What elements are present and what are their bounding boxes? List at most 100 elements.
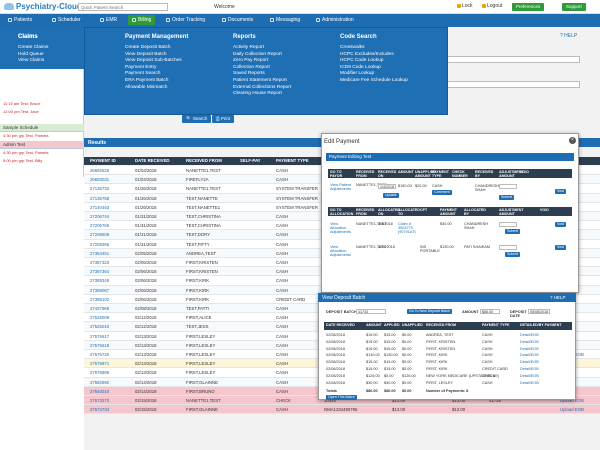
column-header[interactable]: APPLIED: [384, 323, 400, 327]
column-header[interactable]: PAYMENT TYPE: [482, 323, 510, 327]
menu-item[interactable]: Hold Queue: [18, 51, 44, 57]
menu-item[interactable]: HCPC Code Lookup: [340, 58, 384, 64]
col-payment-id[interactable]: PAYMENT ID: [90, 158, 116, 163]
menu-item[interactable]: External Collections Report: [233, 84, 292, 90]
nav-patients[interactable]: Patients: [8, 17, 32, 23]
menu-item[interactable]: Patient Statement Report: [233, 77, 287, 83]
upload-eob-link[interactable]: Upload EOB: [560, 398, 584, 403]
column-header[interactable]: DATE RECEIVED: [326, 323, 355, 327]
detail-link[interactable]: Detail/EOB: [520, 367, 539, 371]
payment-id[interactable]: 27576886: [90, 370, 110, 376]
column-header[interactable]: RECEIVED FROM: [426, 323, 456, 327]
menu-item[interactable]: View Deposit Sub-Batches: [125, 58, 182, 64]
detail-link[interactable]: Detail/EOB: [520, 373, 539, 378]
nav-documents[interactable]: Documents: [222, 17, 253, 23]
deposit-date-input[interactable]: 05/08/2018: [528, 309, 550, 314]
help-link[interactable]: ? HELP: [560, 33, 578, 39]
allocated-to[interactable]: Claim # 3903775 (90791AT): [398, 222, 416, 234]
preferences-button[interactable]: Preferences: [512, 3, 545, 11]
menu-item[interactable]: Create Deposit Batch: [125, 45, 171, 50]
payment-id[interactable]: 27135732: [90, 186, 110, 192]
menu-item[interactable]: ERA Payment Batch: [125, 77, 169, 83]
received-on-input[interactable]: 1/4/2018: [378, 184, 396, 189]
menu-item[interactable]: Payment Search: [125, 71, 161, 77]
payment-id[interactable]: 27437968: [90, 306, 110, 311]
payment-id[interactable]: 27673270: [90, 398, 110, 403]
print-button[interactable]: ⎙ Print: [212, 115, 235, 123]
payment-id[interactable]: 27389102: [90, 296, 110, 302]
menu-item[interactable]: Collection Report: [233, 64, 270, 70]
col-payment-type[interactable]: PAYMENT TYPE: [276, 158, 309, 163]
support-button[interactable]: Support: [562, 3, 586, 11]
menu-item[interactable]: Medicare Fee Schedule Lookup: [340, 77, 408, 83]
appointment-item[interactable]: 12:00 pm Test, Jace: [3, 109, 39, 114]
column-header[interactable]: DETAILED/BY PAYMENT: [520, 323, 562, 327]
payment-id[interactable]: 27576720: [90, 352, 110, 357]
nav-emr[interactable]: EMR: [100, 17, 117, 23]
payment-id[interactable]: 27208605: [90, 232, 110, 238]
logout-button[interactable]: Logout: [482, 3, 502, 9]
nav-billing[interactable]: Billing: [128, 15, 156, 25]
view-allocation-adjustments-link[interactable]: View Allocation Adjustments: [330, 245, 351, 257]
quick-patient-search-input[interactable]: [78, 3, 168, 11]
col-received-from[interactable]: RECEIVED FROM: [186, 158, 222, 163]
col-self-pay[interactable]: SELF-PAY: [240, 158, 261, 163]
payment-id[interactable]: 27135758: [90, 195, 110, 201]
detail-link[interactable]: Detail/EOB: [520, 360, 539, 365]
payment-id[interactable]: 27582992: [90, 379, 110, 385]
app-logo[interactable]: Psychiatry-Cloud: [4, 2, 82, 11]
payment-id[interactable]: 27389067: [90, 287, 110, 293]
appointment-item[interactable]: 5:00 pm grp Test, Billy: [3, 158, 43, 163]
schedule-group-header[interactable]: Sample Schedule: [0, 124, 84, 132]
close-icon[interactable]: ×: [569, 137, 576, 144]
deposit-help-link[interactable]: ? HELP: [550, 295, 566, 300]
menu-item[interactable]: View Claims: [18, 58, 45, 64]
menu-item[interactable]: HCPC Excludes/Includes: [340, 51, 394, 57]
payment-id[interactable]: 27389349: [90, 278, 110, 284]
go-to-new-batch-button[interactable]: Go To New Deposit Batch: [407, 309, 453, 314]
table-row[interactable]: 27673734 02/15/2018 FIRST,GLAINNE CASH $13.0…: [84, 405, 600, 415]
payment-id[interactable]: 27576617: [90, 333, 110, 339]
payment-id[interactable]: 27206760: [90, 223, 110, 229]
table-row[interactable]: 27673270 02/15/2018 NANETTE1,TEST CHECK $13.…: [84, 396, 600, 406]
menu-item[interactable]: Crosswalks: [340, 45, 365, 50]
adjustment-input[interactable]: [499, 184, 517, 189]
adjustment-input[interactable]: [499, 222, 517, 227]
detail-link[interactable]: Detail/EOB: [520, 380, 539, 385]
nav-order-tracking[interactable]: Order Tracking: [166, 17, 205, 23]
payment-id[interactable]: 26693031: [90, 177, 110, 183]
detail-link[interactable]: Detail/EOB: [520, 339, 539, 344]
amount-input[interactable]: $86.00: [480, 309, 500, 314]
detail-link[interactable]: Detail/EOB: [520, 333, 539, 337]
menu-item[interactable]: Saved Reports: [233, 71, 265, 77]
payment-id[interactable]: 27387323: [90, 260, 110, 265]
payment-id[interactable]: 27384451: [90, 250, 110, 256]
batch-number-input[interactable]: 41743: [356, 309, 386, 314]
payment-id[interactable]: 27206744: [90, 214, 110, 219]
submit-button[interactable]: Submit: [505, 229, 521, 234]
void-button[interactable]: Void: [555, 245, 566, 250]
column-header[interactable]: AMOUNT: [366, 323, 382, 327]
menu-item[interactable]: Modifier Lookup: [340, 71, 375, 77]
menu-item[interactable]: Create Claims: [18, 45, 49, 50]
payment-id[interactable]: 27576871: [90, 361, 110, 367]
detail-link[interactable]: Detail/EOB: [520, 346, 539, 351]
menu-item[interactable]: Zero Pay Report: [233, 58, 269, 64]
appointment-item[interactable]: 4:30 pm grp Test, Pamela: [3, 133, 49, 138]
upload-eob-link[interactable]: Upload EOB: [560, 407, 584, 413]
menu-item[interactable]: Allowable Mismatch: [125, 84, 168, 90]
appointment-item[interactable]: 4:30 pm grp Test, Pamela: [3, 150, 49, 155]
view-patient-adjustments-link[interactable]: View Patient Adjustments: [330, 183, 352, 191]
menu-item[interactable]: View Deposit Batch: [125, 51, 167, 57]
appointment-item[interactable]: 11:15 am Test, Bruce: [3, 101, 41, 106]
payment-id[interactable]: 27208366: [90, 241, 110, 247]
menu-item[interactable]: Daily Collection Report: [233, 51, 282, 57]
lock-button[interactable]: Lock: [457, 3, 473, 9]
submit-button[interactable]: Submit: [499, 195, 515, 200]
open-batch-button[interactable]: Open This Batch: [326, 395, 357, 400]
update-button[interactable]: Update: [383, 193, 399, 198]
payment-id[interactable]: 27387364: [90, 269, 110, 275]
payment-id[interactable]: 27673734: [90, 407, 110, 413]
void-button[interactable]: Void: [555, 189, 566, 194]
menu-item[interactable]: Clearing House Report: [233, 91, 282, 97]
